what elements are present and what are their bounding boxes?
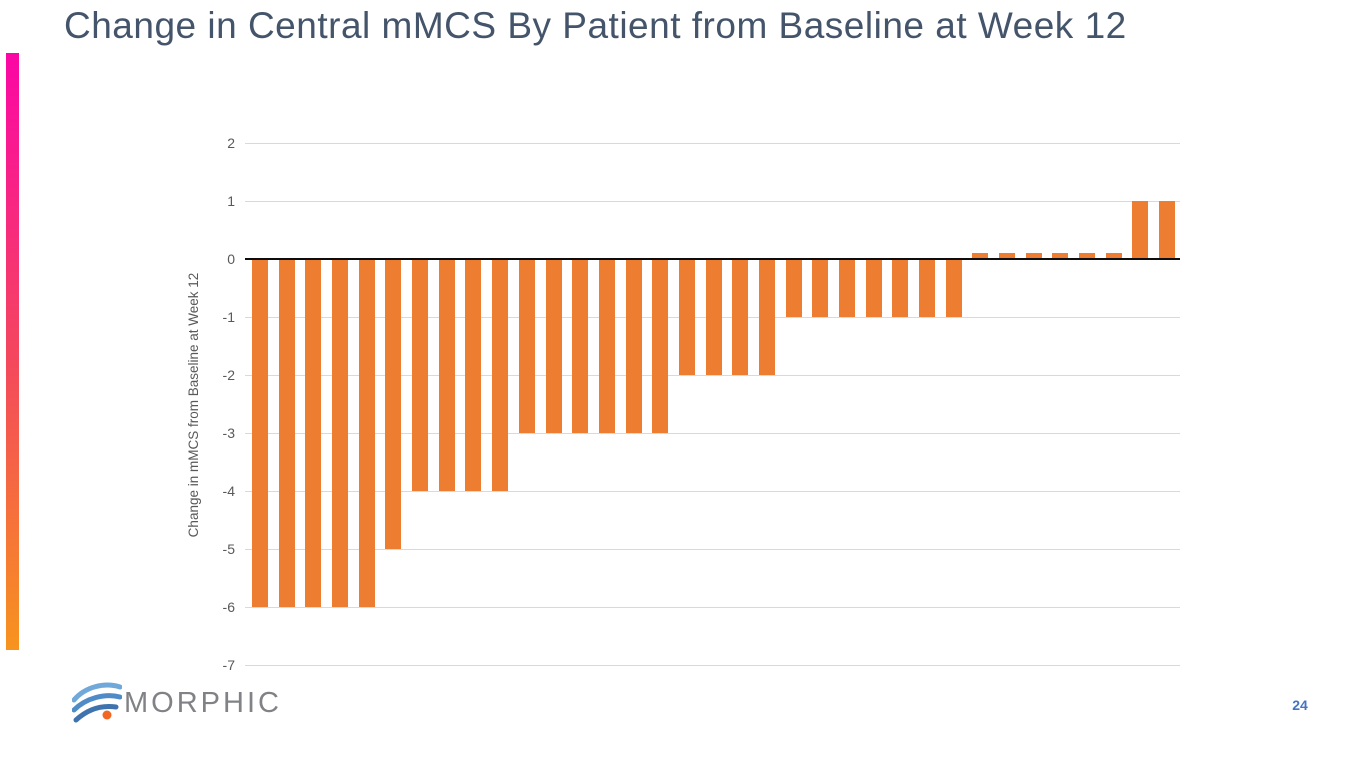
y-tick-label: 1 bbox=[227, 193, 235, 209]
morphic-logo: MORPHIC bbox=[72, 681, 282, 723]
patient-bar bbox=[598, 260, 615, 433]
patient-bar bbox=[892, 260, 909, 317]
accent-gradient-bar bbox=[6, 53, 19, 650]
patient-bar bbox=[465, 260, 482, 491]
logo-orange-dot bbox=[102, 710, 112, 720]
patient-bar bbox=[358, 260, 375, 607]
patient-bar bbox=[625, 260, 642, 433]
patient-bar bbox=[652, 260, 669, 433]
y-tick-label: 2 bbox=[227, 135, 235, 151]
patient-bar bbox=[1105, 253, 1122, 258]
patient-bar bbox=[1025, 253, 1042, 258]
y-tick-label: -1 bbox=[222, 309, 235, 325]
patient-bar bbox=[945, 260, 962, 317]
patient-bar bbox=[385, 260, 402, 549]
patient-bar bbox=[812, 260, 829, 317]
patient-bar bbox=[839, 260, 855, 317]
patient-bar bbox=[972, 253, 989, 258]
slide-title: Change in Central mMCS By Patient from B… bbox=[64, 5, 1127, 46]
patient-bar bbox=[412, 260, 429, 491]
patient-bar bbox=[438, 260, 455, 491]
patient-bar bbox=[785, 260, 802, 317]
patient-bar bbox=[545, 260, 562, 433]
patient-bar bbox=[705, 260, 722, 375]
patient-bar bbox=[732, 260, 749, 375]
y-tick-label: -4 bbox=[222, 483, 235, 499]
patient-bar bbox=[305, 260, 322, 607]
bar-chart: Change in mMCS from Baseline at Week 12 … bbox=[186, 135, 1180, 673]
patient-bar bbox=[999, 253, 1015, 258]
patient-bar bbox=[492, 260, 509, 491]
y-tick-label: -3 bbox=[222, 425, 235, 441]
page-number: 24 bbox=[1292, 697, 1308, 713]
gridline bbox=[245, 433, 1180, 434]
morphic-logo-text: MORPHIC bbox=[124, 686, 282, 719]
patient-bar bbox=[865, 260, 882, 317]
y-tick-label: -6 bbox=[222, 599, 235, 615]
patient-bar bbox=[278, 260, 295, 607]
gridline bbox=[245, 491, 1180, 492]
gridline bbox=[245, 549, 1180, 550]
morphic-logo-icon bbox=[72, 682, 122, 723]
patient-bar bbox=[518, 260, 535, 433]
patient-bar bbox=[572, 260, 589, 433]
patient-bar bbox=[758, 260, 775, 375]
gridline bbox=[245, 375, 1180, 376]
patient-bar bbox=[1132, 201, 1149, 259]
patient-bar bbox=[1159, 201, 1176, 259]
y-tick-label: -7 bbox=[222, 657, 235, 673]
patient-bar bbox=[678, 260, 695, 375]
gridline bbox=[245, 201, 1180, 202]
patient-bar bbox=[252, 260, 268, 607]
patient-bar bbox=[919, 260, 935, 317]
gridline bbox=[245, 143, 1180, 144]
y-tick-label: 0 bbox=[227, 251, 235, 267]
gridline bbox=[245, 665, 1180, 666]
zero-axis-line bbox=[245, 258, 1180, 260]
patient-bar bbox=[1079, 253, 1096, 258]
gridline bbox=[245, 607, 1180, 608]
patient-bar bbox=[332, 260, 348, 607]
patient-bar bbox=[1052, 253, 1069, 258]
y-tick-label: -5 bbox=[222, 541, 235, 557]
y-tick-label: -2 bbox=[222, 367, 235, 383]
